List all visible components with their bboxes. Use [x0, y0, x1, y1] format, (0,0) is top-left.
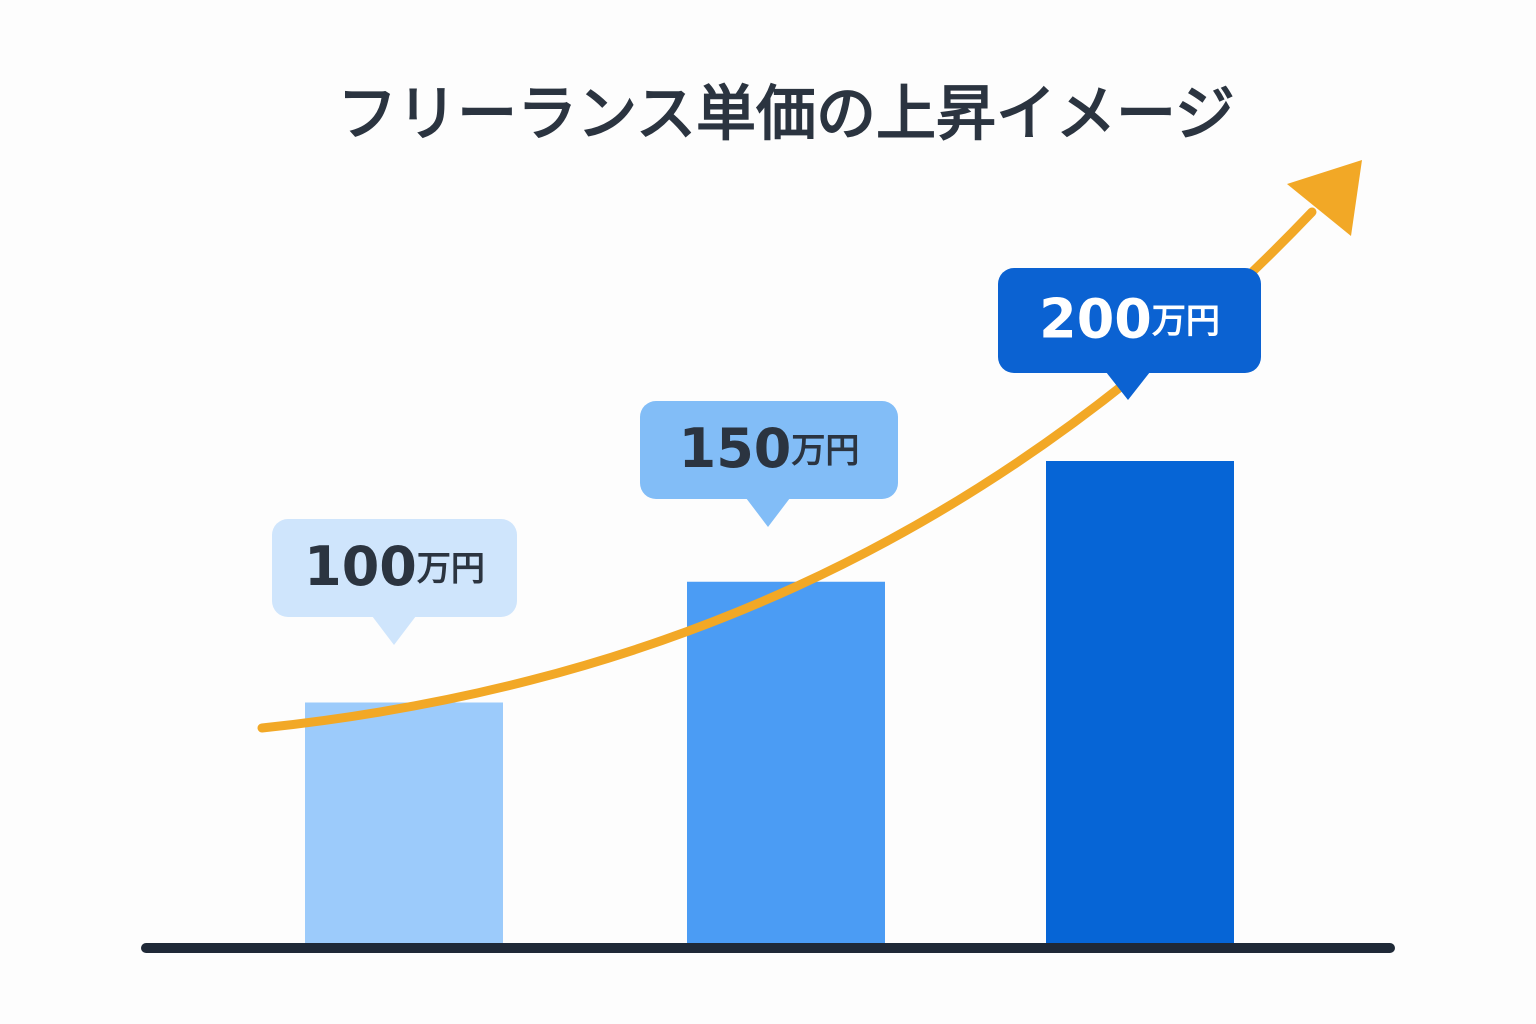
- value-number: 150: [679, 417, 792, 480]
- bubble-tail: [746, 498, 790, 527]
- arrow-head: [1287, 160, 1362, 236]
- value-label: 200万円: [1039, 287, 1220, 350]
- value-unit: 万円: [1152, 301, 1220, 341]
- value-label: 100万円: [304, 535, 485, 598]
- bubble-tail: [372, 616, 416, 645]
- bubble-tail: [1106, 372, 1150, 400]
- value-label: 150万円: [679, 417, 860, 480]
- bar: [305, 702, 503, 944]
- chart-title: フリーランス単価の上昇イメージ: [337, 80, 1235, 150]
- bars: [305, 461, 1234, 944]
- value-number: 100: [304, 535, 417, 598]
- value-number: 200: [1039, 287, 1152, 350]
- bar: [1046, 461, 1234, 944]
- label-bubble: [640, 401, 898, 499]
- bar: [687, 581, 885, 944]
- value-unit: 万円: [791, 431, 859, 471]
- value-unit: 万円: [417, 549, 485, 589]
- label-bubble: [998, 268, 1261, 373]
- label-bubble: [272, 519, 517, 617]
